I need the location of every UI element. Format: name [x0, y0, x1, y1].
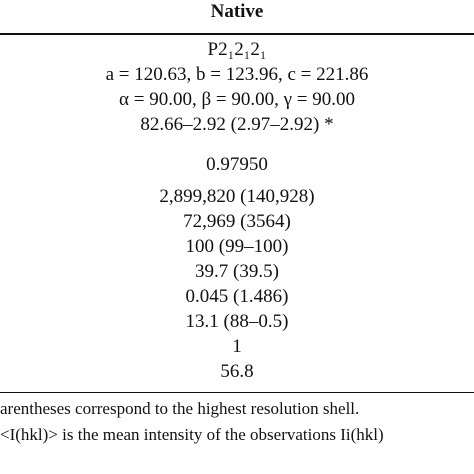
table-cell: α = 90.00, β = 90.00, γ = 90.00	[119, 89, 355, 110]
table-cell: a = 120.63, b = 123.96, c = 221.86	[105, 64, 369, 85]
table-cell: 0.97950	[206, 154, 268, 175]
table-cell: 82.66–2.92 (2.97–2.92) *	[140, 114, 334, 135]
footnote: <I(hkl)> is the mean intensity of the ob…	[0, 425, 384, 444]
table-cell: 56.8	[220, 361, 254, 382]
bottom-rule	[0, 392, 474, 393]
table-cell: 2,899,820 (140,928)	[159, 186, 315, 207]
header-rule	[0, 33, 474, 35]
table-cell: 39.7 (39.5)	[195, 261, 279, 282]
table-cell: 100 (99–100)	[185, 236, 289, 257]
table-cell: P2₁2₁2₁	[207, 39, 267, 60]
table-cell: 1	[232, 336, 242, 357]
column-header: Native	[210, 1, 264, 22]
table-cell: 72,969 (3564)	[183, 211, 291, 232]
footnote: arentheses correspond to the highest res…	[0, 399, 360, 418]
table-cell: 13.1 (88–0.5)	[185, 311, 289, 332]
table-cell: 0.045 (1.486)	[185, 286, 289, 307]
